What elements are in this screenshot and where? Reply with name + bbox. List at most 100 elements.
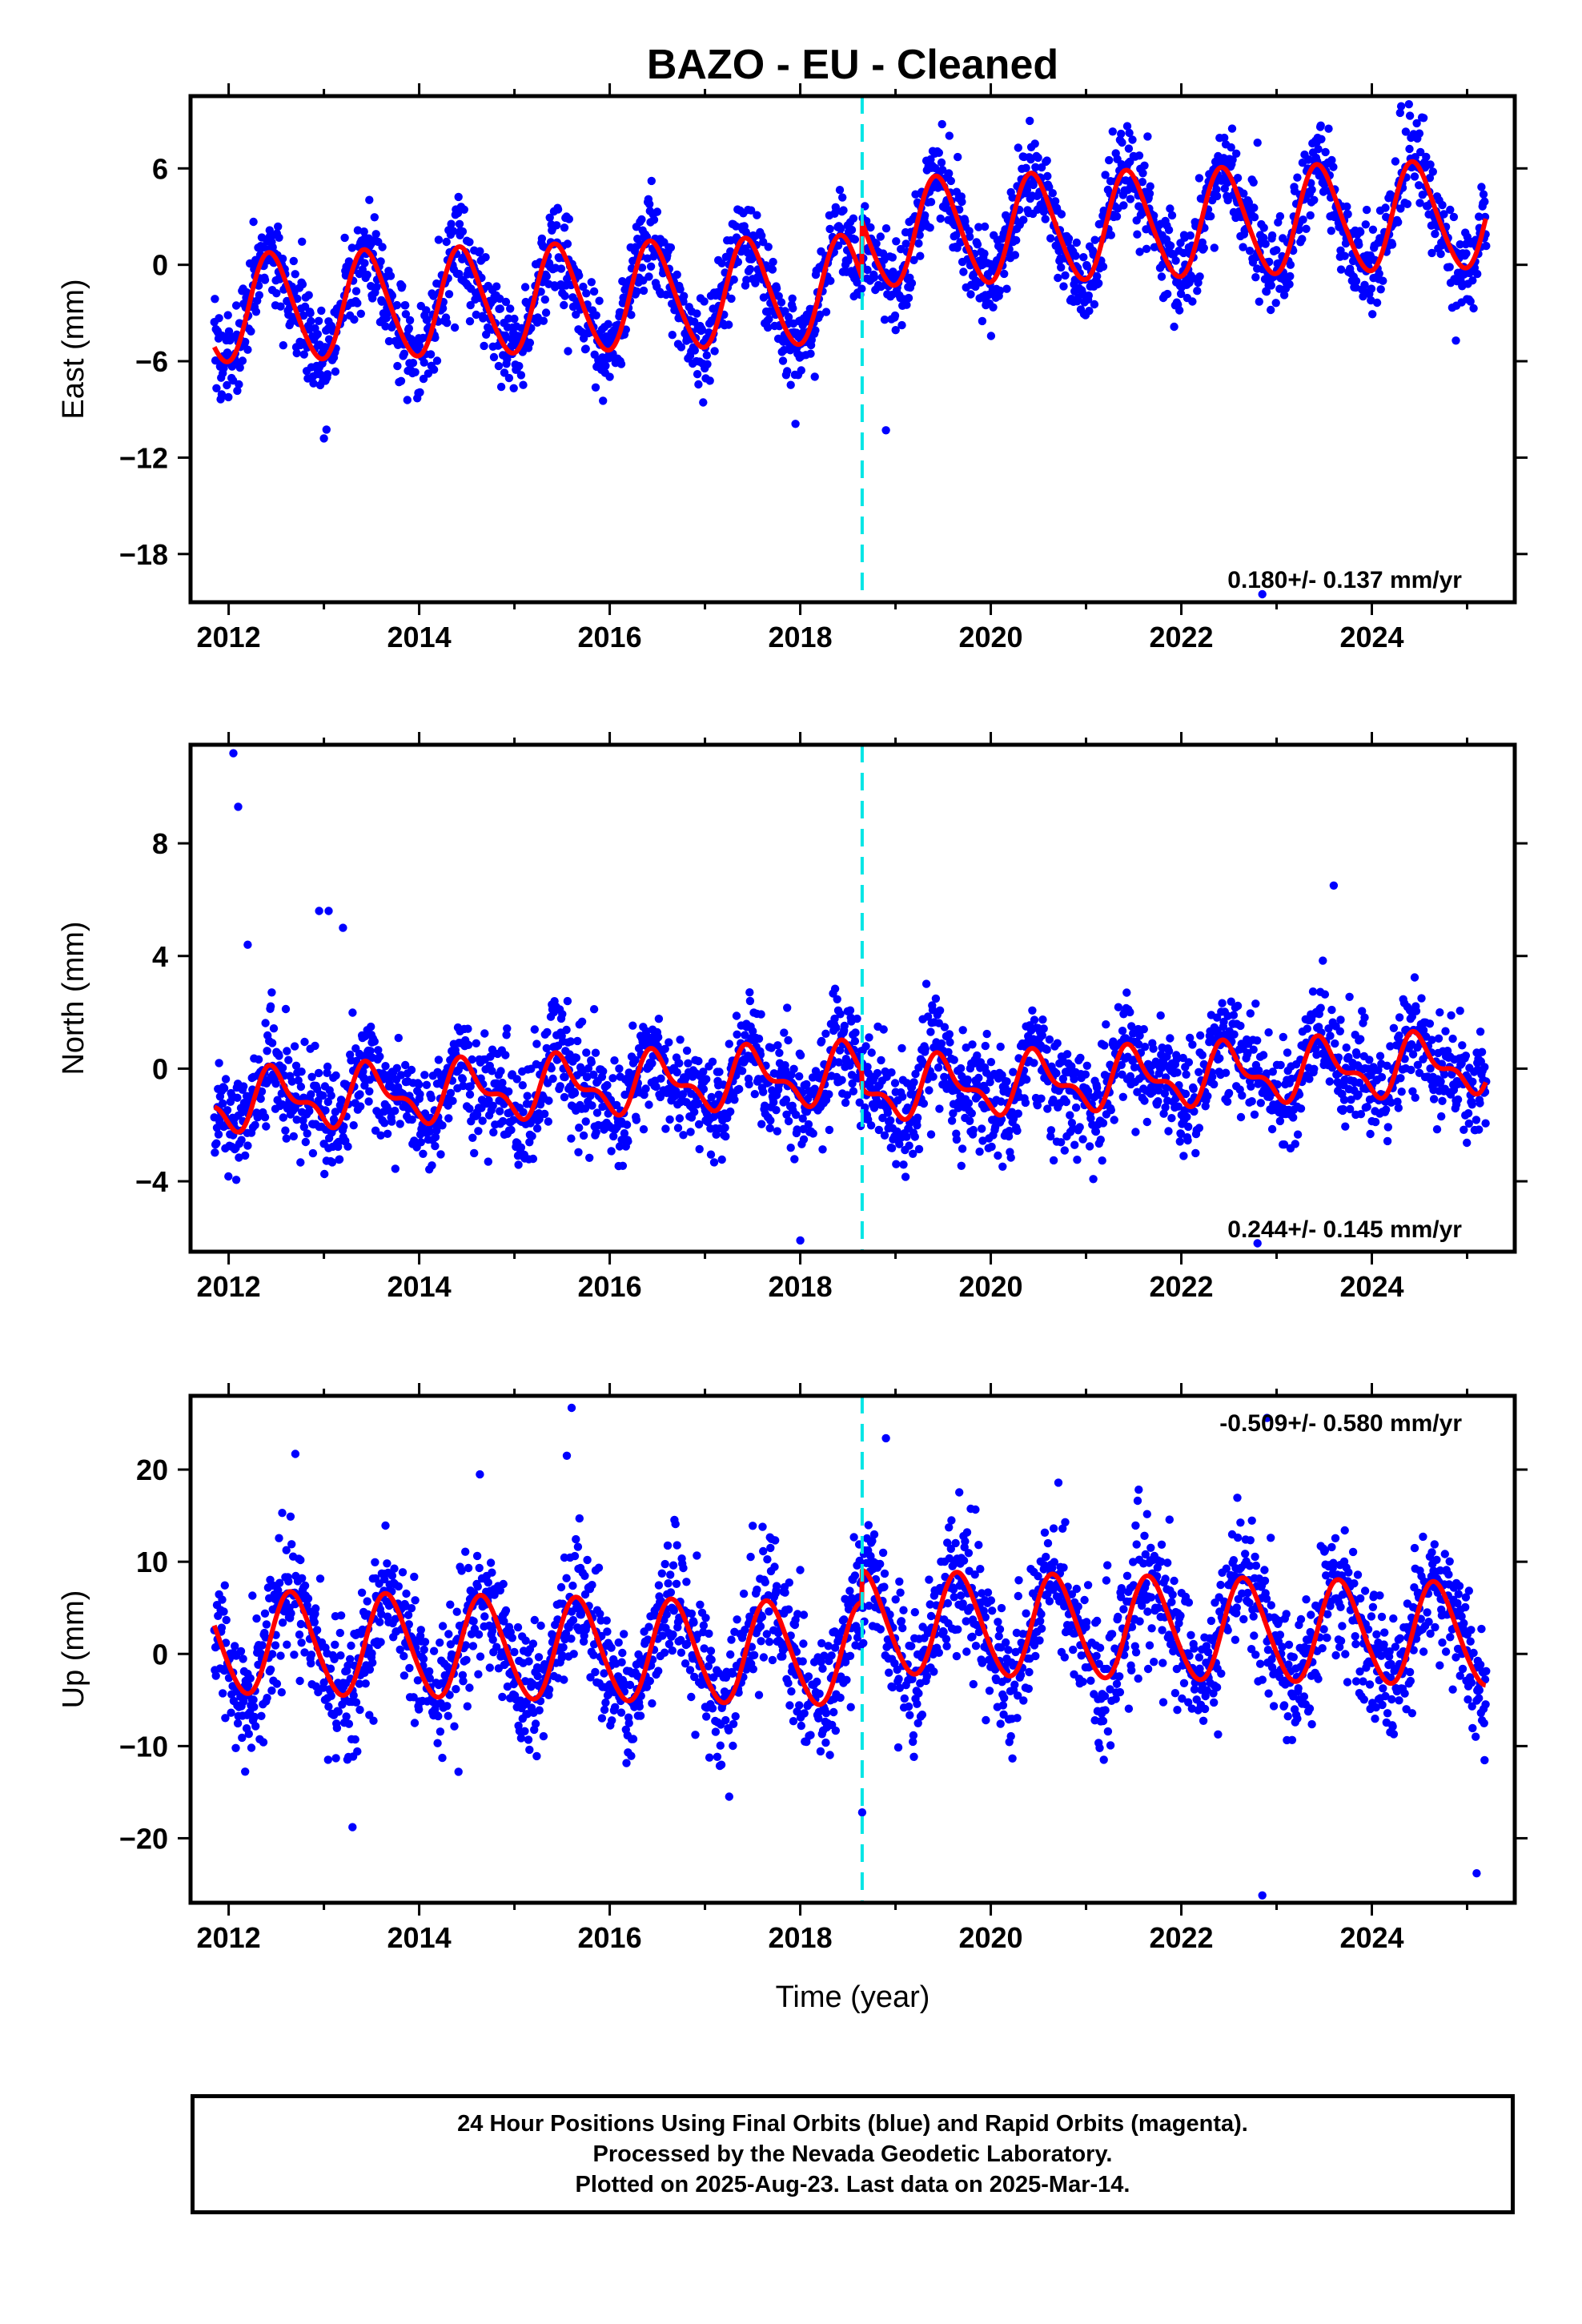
- up-data-point: [367, 1649, 376, 1658]
- north-data-point: [415, 1080, 424, 1089]
- east-data-point: [1054, 273, 1062, 283]
- east-data-point: [313, 330, 322, 339]
- up-data-point: [244, 1730, 253, 1739]
- east-data-point: [447, 219, 456, 228]
- north-data-point: [1283, 1048, 1292, 1057]
- east-data-point: [1376, 285, 1385, 294]
- north-data-point: [652, 1082, 661, 1092]
- east-data-point: [560, 300, 568, 310]
- east-data-point: [383, 309, 392, 318]
- north-data-point: [1076, 1053, 1085, 1063]
- north-y-tick-label: −4: [135, 1165, 168, 1198]
- north-data-point: [675, 1059, 684, 1068]
- north-data-point: [503, 1024, 512, 1033]
- north-data-point: [1021, 1098, 1030, 1108]
- east-data-point: [1356, 227, 1365, 236]
- north-data-point: [1212, 1013, 1222, 1022]
- north-data-point: [588, 1101, 596, 1110]
- north-data-point: [254, 1055, 263, 1064]
- up-data-point: [344, 1719, 354, 1728]
- up-data-point: [400, 1651, 408, 1661]
- north-data-point: [1167, 1114, 1176, 1123]
- east-data-point: [1466, 297, 1475, 306]
- east-data-point: [911, 190, 920, 199]
- north-data-point: [1393, 1097, 1402, 1106]
- north-data-point: [892, 1160, 901, 1168]
- east-data-point: [579, 282, 588, 292]
- north-data-point: [781, 1096, 791, 1104]
- north-data-point: [1389, 1023, 1399, 1033]
- north-data-point: [1062, 1050, 1072, 1059]
- north-data-point: [628, 1021, 637, 1030]
- east-data-point: [915, 231, 924, 239]
- east-data-point: [1395, 108, 1405, 118]
- north-data-point: [902, 1132, 911, 1141]
- east-data-point: [1193, 287, 1202, 296]
- north-data-point: [547, 1063, 556, 1073]
- north-data-point: [1383, 1061, 1391, 1071]
- east-data-point: [1034, 153, 1042, 163]
- east-data-point: [1101, 171, 1110, 179]
- north-data-point: [789, 1064, 798, 1074]
- east-data-point: [897, 244, 905, 254]
- north-data-point: [686, 1128, 695, 1136]
- east-data-point: [1245, 247, 1255, 255]
- north-data-point: [1475, 1125, 1484, 1134]
- east-data-point: [317, 306, 326, 316]
- north-data-point: [1249, 1045, 1258, 1054]
- north-data-point: [562, 1025, 571, 1035]
- north-data-point: [1082, 1061, 1092, 1071]
- north-data-point: [1221, 1068, 1231, 1077]
- north-data-point: [391, 1106, 400, 1116]
- north-data-point: [532, 1124, 542, 1133]
- east-data-point: [510, 314, 519, 324]
- north-data-point: [715, 1068, 724, 1076]
- east-data-point: [466, 300, 475, 310]
- north-data-point: [905, 1141, 913, 1150]
- north-data-point: [488, 1067, 496, 1076]
- east-data-point: [405, 316, 415, 325]
- north-data-point: [427, 1093, 436, 1103]
- east-data-point: [954, 152, 962, 162]
- north-data-point: [544, 1117, 552, 1126]
- north-data-point: [599, 1067, 608, 1076]
- up-data-point: [402, 1589, 411, 1598]
- east-data-point: [742, 275, 751, 284]
- north-data-point: [1117, 1060, 1126, 1070]
- up-data-point: [247, 1743, 256, 1752]
- north-data-points: [210, 749, 1491, 1248]
- up-data-point: [287, 1609, 295, 1618]
- east-data-point: [1045, 183, 1054, 191]
- east-data-point: [1405, 144, 1414, 154]
- east-data-point: [627, 311, 636, 320]
- east-data-point: [777, 298, 786, 307]
- east-data-point: [1143, 132, 1152, 141]
- north-data-point: [615, 1142, 624, 1151]
- east-data-point: [422, 306, 431, 315]
- north-data-point: [1009, 1068, 1018, 1076]
- east-data-point: [725, 320, 733, 329]
- east-data-point: [429, 365, 439, 374]
- up-data-point: [251, 1722, 260, 1731]
- north-data-point: [337, 1096, 346, 1105]
- east-data-point: [1124, 144, 1134, 153]
- north-data-point: [757, 1010, 765, 1019]
- east-data-point: [1239, 243, 1247, 251]
- north-data-point: [212, 1139, 221, 1148]
- up-data-point: [390, 1564, 399, 1573]
- east-data-point: [952, 231, 961, 239]
- north-y-tick-label: 0: [152, 1052, 168, 1085]
- east-data-point: [1090, 300, 1099, 309]
- east-data-point: [890, 311, 900, 320]
- north-data-point: [757, 1120, 766, 1128]
- north-data-point: [1417, 994, 1426, 1003]
- up-data-point: [297, 1638, 306, 1647]
- north-data-point: [817, 1036, 826, 1046]
- north-data-point: [544, 1096, 553, 1105]
- east-data-point: [1163, 289, 1172, 299]
- north-data-point: [356, 1102, 365, 1111]
- east-data-point: [938, 119, 946, 129]
- north-data-point: [1405, 1006, 1415, 1015]
- north-data-point: [978, 1136, 987, 1145]
- east-data-point: [1267, 281, 1276, 290]
